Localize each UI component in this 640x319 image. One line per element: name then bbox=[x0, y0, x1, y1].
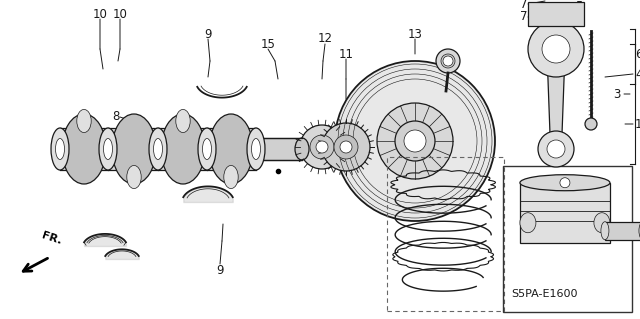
Ellipse shape bbox=[209, 114, 253, 184]
Ellipse shape bbox=[51, 128, 69, 170]
Ellipse shape bbox=[295, 138, 309, 160]
Circle shape bbox=[334, 135, 358, 159]
Circle shape bbox=[547, 140, 565, 158]
Bar bbox=[605, 222, 640, 240]
Polygon shape bbox=[548, 69, 564, 134]
Circle shape bbox=[404, 130, 426, 152]
Ellipse shape bbox=[99, 128, 117, 170]
Circle shape bbox=[377, 103, 453, 179]
Text: 10: 10 bbox=[113, 8, 127, 20]
Ellipse shape bbox=[149, 128, 167, 170]
Text: 10: 10 bbox=[93, 8, 108, 20]
Ellipse shape bbox=[249, 138, 263, 160]
Circle shape bbox=[585, 118, 597, 130]
Bar bbox=[387, 157, 504, 311]
Ellipse shape bbox=[104, 138, 113, 160]
Circle shape bbox=[310, 135, 334, 159]
Circle shape bbox=[322, 123, 370, 171]
Bar bbox=[503, 166, 632, 312]
Ellipse shape bbox=[252, 138, 260, 160]
Circle shape bbox=[542, 35, 570, 63]
Bar bbox=[528, 2, 584, 26]
Bar bbox=[108, 128, 158, 170]
Bar bbox=[60, 128, 108, 170]
Circle shape bbox=[443, 56, 453, 66]
Text: 2: 2 bbox=[374, 128, 382, 140]
Text: 1: 1 bbox=[635, 117, 640, 130]
Text: 11: 11 bbox=[339, 48, 353, 61]
Ellipse shape bbox=[77, 109, 92, 133]
Circle shape bbox=[335, 61, 495, 221]
Circle shape bbox=[436, 49, 460, 73]
Text: S5PA-E1600: S5PA-E1600 bbox=[512, 289, 579, 299]
Bar bbox=[256, 138, 302, 160]
Ellipse shape bbox=[639, 222, 640, 240]
Text: FR.: FR. bbox=[40, 230, 63, 246]
Ellipse shape bbox=[520, 213, 536, 233]
Ellipse shape bbox=[127, 166, 141, 189]
Text: 7: 7 bbox=[520, 11, 527, 24]
Circle shape bbox=[340, 141, 352, 153]
Ellipse shape bbox=[154, 138, 163, 160]
Text: 14: 14 bbox=[447, 145, 462, 158]
Text: 9: 9 bbox=[216, 264, 224, 278]
Text: 7: 7 bbox=[520, 0, 527, 11]
Text: 13: 13 bbox=[408, 27, 422, 41]
Bar bbox=[207, 128, 256, 170]
Ellipse shape bbox=[202, 138, 211, 160]
Text: 8: 8 bbox=[112, 110, 120, 123]
Ellipse shape bbox=[198, 128, 216, 170]
Circle shape bbox=[395, 121, 435, 161]
Text: 5: 5 bbox=[575, 1, 582, 13]
Ellipse shape bbox=[594, 213, 610, 233]
Ellipse shape bbox=[56, 138, 65, 160]
Ellipse shape bbox=[176, 109, 190, 133]
Bar bbox=[158, 128, 207, 170]
Text: 6: 6 bbox=[635, 48, 640, 61]
Circle shape bbox=[528, 21, 584, 77]
Text: 9: 9 bbox=[204, 27, 212, 41]
Ellipse shape bbox=[161, 114, 205, 184]
Text: 3: 3 bbox=[614, 87, 621, 100]
Circle shape bbox=[300, 125, 344, 169]
Circle shape bbox=[316, 141, 328, 153]
Circle shape bbox=[560, 178, 570, 188]
Ellipse shape bbox=[601, 222, 609, 240]
Circle shape bbox=[441, 54, 455, 68]
Circle shape bbox=[538, 131, 574, 167]
Ellipse shape bbox=[224, 166, 238, 189]
Bar bbox=[520, 183, 610, 243]
Text: 4: 4 bbox=[635, 68, 640, 80]
Ellipse shape bbox=[62, 114, 106, 184]
Text: 15: 15 bbox=[260, 38, 275, 50]
Text: 12: 12 bbox=[317, 33, 333, 46]
Ellipse shape bbox=[247, 128, 265, 170]
Ellipse shape bbox=[520, 175, 610, 191]
Ellipse shape bbox=[112, 114, 156, 184]
